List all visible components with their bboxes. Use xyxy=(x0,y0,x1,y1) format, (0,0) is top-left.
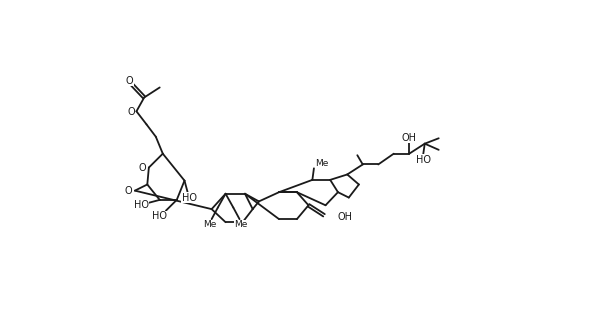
Text: O: O xyxy=(125,186,133,196)
Text: Me: Me xyxy=(204,220,217,229)
Text: O: O xyxy=(126,75,133,85)
Text: Me: Me xyxy=(235,220,248,229)
Text: HO: HO xyxy=(416,155,430,165)
Text: O: O xyxy=(127,107,135,117)
Text: OH: OH xyxy=(402,132,416,143)
Text: Me: Me xyxy=(316,159,329,168)
Text: OH: OH xyxy=(338,212,353,222)
Text: HO: HO xyxy=(134,200,148,210)
Text: HO: HO xyxy=(152,211,167,221)
Text: HO: HO xyxy=(182,193,196,203)
Text: O: O xyxy=(139,163,147,173)
